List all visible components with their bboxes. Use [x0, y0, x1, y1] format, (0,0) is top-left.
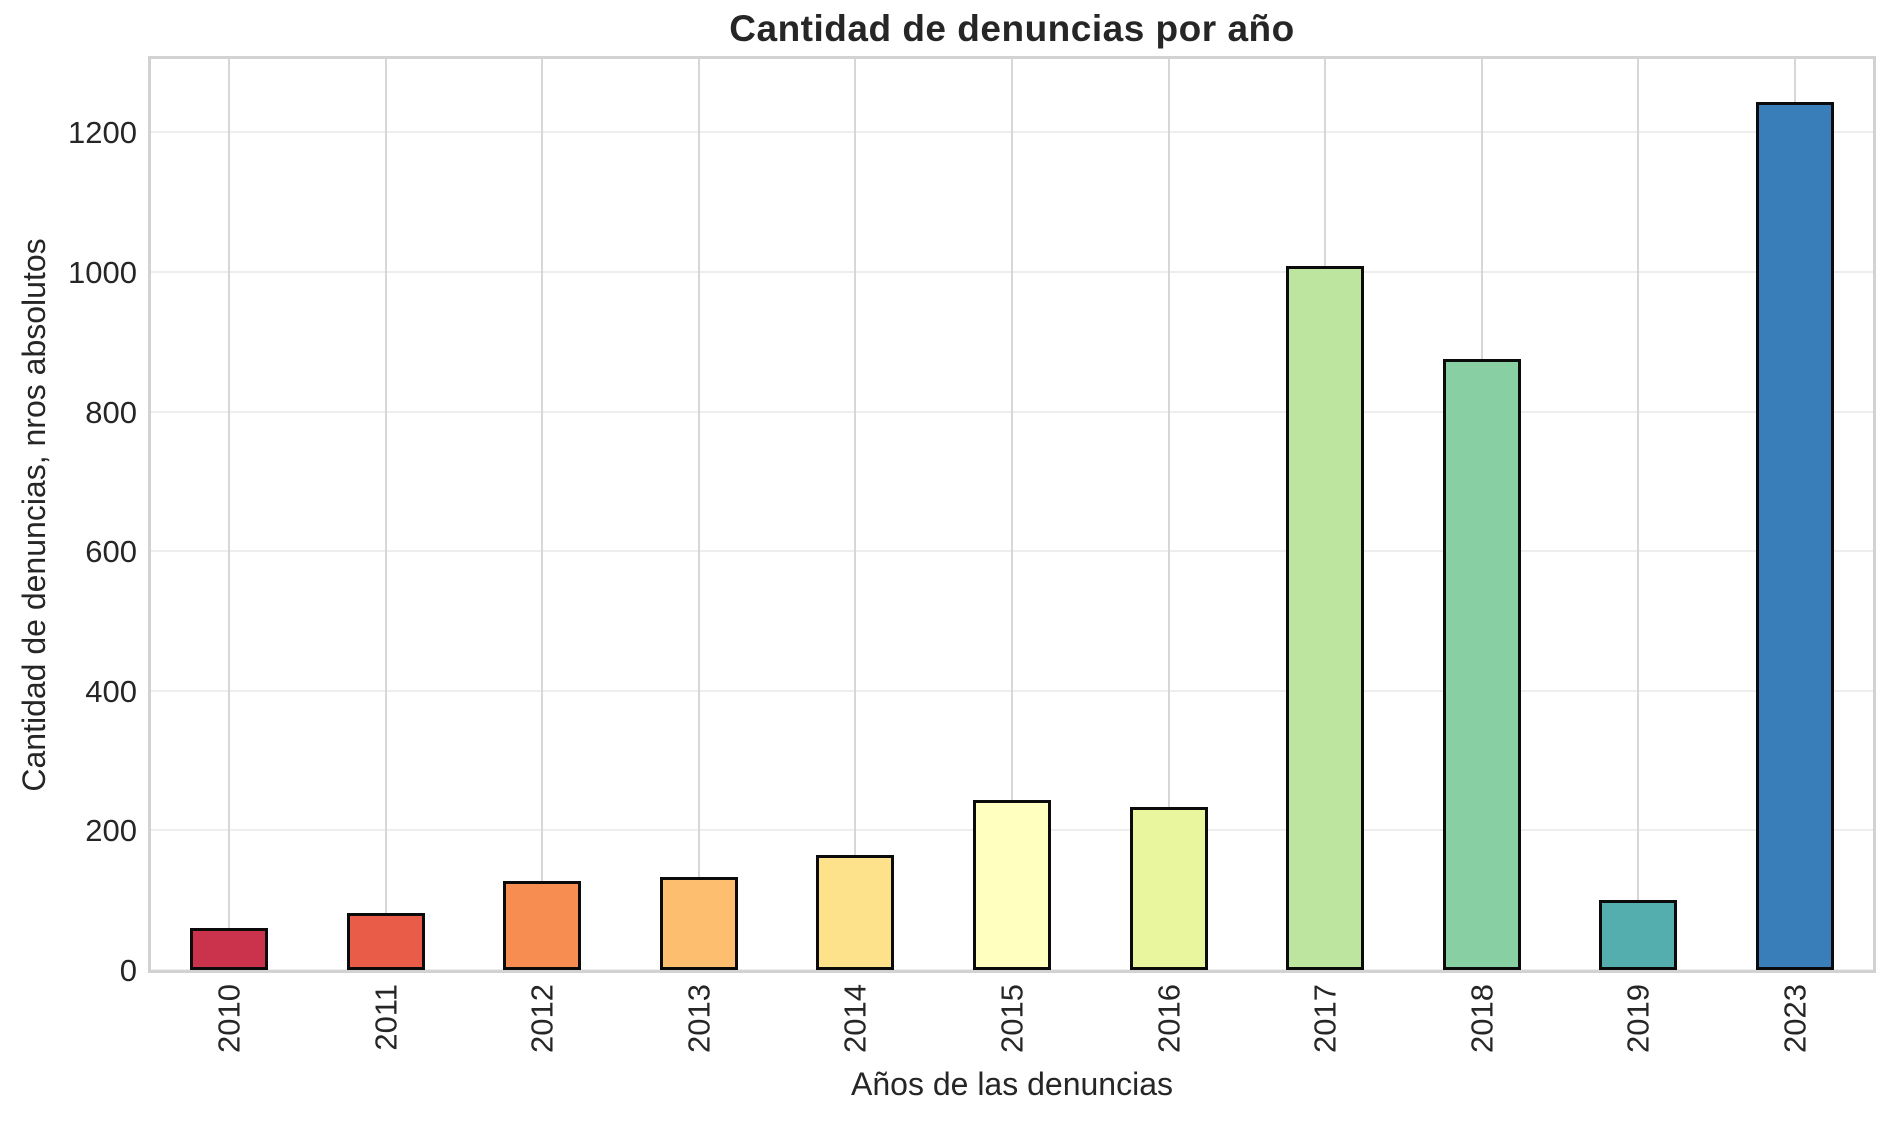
x-tick-label: 2017 — [1307, 984, 1343, 1053]
y-tick-label: 1000 — [68, 254, 137, 290]
x-tick-label: 2013 — [681, 984, 717, 1053]
bar-2017 — [1286, 266, 1365, 970]
x-gridline — [1637, 59, 1640, 970]
y-tick-label: 200 — [85, 813, 137, 849]
y-tick-label: 1200 — [68, 115, 137, 151]
y-tick-label: 0 — [119, 953, 137, 988]
bar-2013 — [659, 877, 738, 970]
x-tick-label: 2018 — [1464, 984, 1500, 1053]
chart-title: Cantidad de denuncias por año — [729, 8, 1295, 49]
bar-2011 — [346, 912, 425, 970]
x-tick-label: 2014 — [837, 984, 873, 1053]
bar-2010 — [190, 928, 269, 970]
x-tick-label: 2015 — [994, 984, 1030, 1053]
bar-2015 — [973, 799, 1051, 970]
bar-2016 — [1129, 807, 1208, 970]
bar-2018 — [1442, 359, 1521, 970]
x-tick-label: 2023 — [1777, 984, 1813, 1053]
x-tick-label: 2010 — [211, 984, 247, 1053]
bar-2019 — [1599, 900, 1678, 970]
y-tick-label: 600 — [85, 534, 137, 570]
x-gridline — [228, 59, 231, 970]
x-gridline — [697, 59, 700, 970]
bar-2023 — [1755, 101, 1834, 970]
y-tick-label: 400 — [85, 673, 137, 709]
x-tick-label: 2016 — [1151, 984, 1187, 1053]
x-gridline — [541, 59, 544, 970]
x-gridline — [384, 59, 387, 970]
x-gridline — [1167, 59, 1170, 970]
plot-area — [148, 56, 1876, 973]
y-axis-label: Cantidad de denuncias, nros absolutos — [16, 238, 52, 792]
x-tick-label: 2012 — [524, 984, 560, 1053]
y-tick-label: 800 — [85, 394, 137, 430]
bar-2012 — [503, 880, 582, 970]
x-tick-label: 2011 — [368, 984, 404, 1051]
x-axis-label: Años de las denuncias — [851, 1066, 1173, 1102]
x-gridline — [854, 59, 857, 970]
x-gridline — [1011, 59, 1013, 970]
bar-2014 — [816, 854, 895, 970]
x-tick-label: 2019 — [1620, 984, 1656, 1053]
